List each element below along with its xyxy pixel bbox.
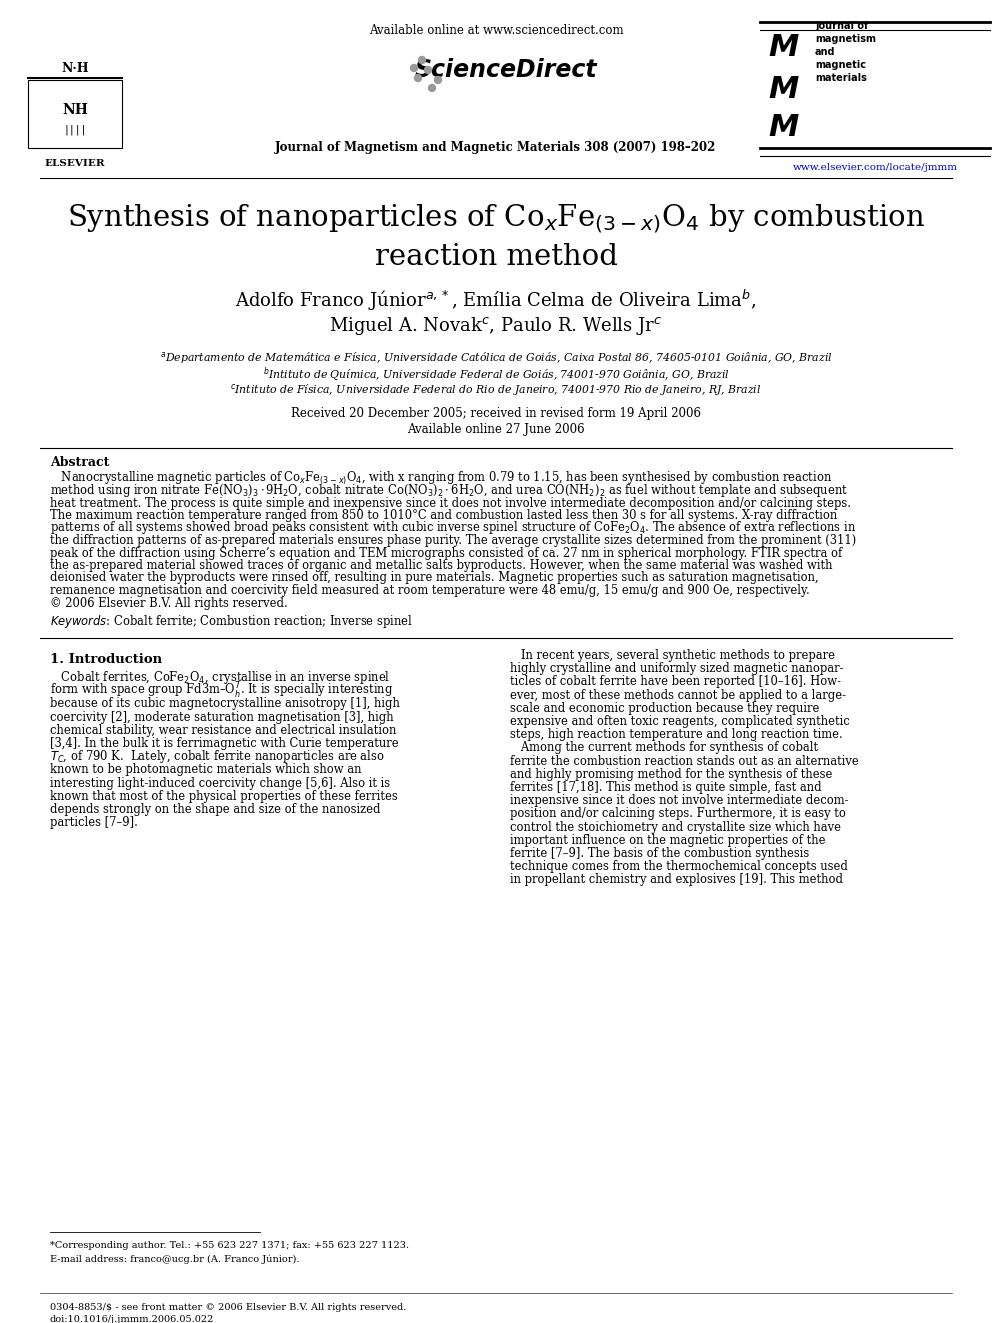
Text: because of its cubic magnetocrystalline anisotropy [1], high: because of its cubic magnetocrystalline … xyxy=(50,697,400,710)
Text: ferrite the combustion reaction stands out as an alternative: ferrite the combustion reaction stands o… xyxy=(510,754,859,767)
Text: inexpensive since it does not involve intermediate decom-: inexpensive since it does not involve in… xyxy=(510,794,848,807)
Text: N·H: N·H xyxy=(62,61,89,74)
Text: journal of
magnetism
and
magnetic
materials: journal of magnetism and magnetic materi… xyxy=(815,21,876,83)
Text: Journal of Magnetism and Magnetic Materials 308 (2007) 198–202: Journal of Magnetism and Magnetic Materi… xyxy=(276,142,716,155)
Circle shape xyxy=(434,77,441,83)
Text: known that most of the physical properties of these ferrites: known that most of the physical properti… xyxy=(50,790,398,803)
Text: ever, most of these methods cannot be applied to a large-: ever, most of these methods cannot be ap… xyxy=(510,688,846,701)
Text: www.elsevier.com/locate/jmmm: www.elsevier.com/locate/jmmm xyxy=(793,164,957,172)
Text: reaction method: reaction method xyxy=(375,243,617,271)
Circle shape xyxy=(419,57,426,64)
Text: patterns of all systems showed broad peaks consistent with cubic inverse spinel : patterns of all systems showed broad pea… xyxy=(50,520,856,537)
Text: highly crystalline and uniformly sized magnetic nanopar-: highly crystalline and uniformly sized m… xyxy=(510,663,843,675)
Text: and highly promising method for the synthesis of these: and highly promising method for the synt… xyxy=(510,767,832,781)
Text: M: M xyxy=(768,33,799,62)
Text: E-mail address: franco@ucg.br (A. Franco Júnior).: E-mail address: franco@ucg.br (A. Franco… xyxy=(50,1254,300,1263)
Bar xyxy=(28,79,122,148)
Text: $^c$Intituto de Física, Universidade Federal do Rio de Janeiro, 74001-970 Rio de: $^c$Intituto de Física, Universidade Fed… xyxy=(230,382,762,398)
Text: in propellant chemistry and explosives [19]. This method: in propellant chemistry and explosives [… xyxy=(510,873,843,886)
Text: scale and economic production because they require: scale and economic production because th… xyxy=(510,701,819,714)
Text: ||||: |||| xyxy=(63,124,86,135)
Text: Synthesis of nanoparticles of Co$_x$Fe$_{(3-x)}$O$_4$ by combustion: Synthesis of nanoparticles of Co$_x$Fe$_… xyxy=(66,201,926,234)
Text: NH: NH xyxy=(62,103,88,116)
Text: 1. Introduction: 1. Introduction xyxy=(50,654,162,665)
Text: $^a$Departamento de Matemática e Física, Universidade Católica de Goiás, Caixa P: $^a$Departamento de Matemática e Física,… xyxy=(160,351,832,365)
Text: $^b$Intituto de Química, Universidade Federal de Goiás, 74001-970 Goiânia, GO, B: $^b$Intituto de Química, Universidade Fe… xyxy=(263,365,729,382)
Text: known to be photomagnetic materials which show an: known to be photomagnetic materials whic… xyxy=(50,763,361,777)
Text: *Corresponding author. Tel.: +55 623 227 1371; fax: +55 623 227 1123.: *Corresponding author. Tel.: +55 623 227… xyxy=(50,1241,409,1250)
Text: 0304-8853/$ - see front matter © 2006 Elsevier B.V. All rights reserved.: 0304-8853/$ - see front matter © 2006 El… xyxy=(50,1303,407,1311)
Text: remanence magnetisation and coercivity field measured at room temperature were 4: remanence magnetisation and coercivity f… xyxy=(50,583,809,597)
Text: peak of the diffraction using Scherre’s equation and TEM micrographs consisted o: peak of the diffraction using Scherre’s … xyxy=(50,546,842,560)
Text: Received 20 December 2005; received in revised form 19 April 2006: Received 20 December 2005; received in r… xyxy=(291,407,701,421)
Text: ferrites [17,18]. This method is quite simple, fast and: ferrites [17,18]. This method is quite s… xyxy=(510,781,821,794)
Text: form with space group Fd3m–O$^7_h$. It is specially interesting: form with space group Fd3m–O$^7_h$. It i… xyxy=(50,680,394,701)
Text: M: M xyxy=(768,114,799,143)
Text: technique comes from the thermochemical concepts used: technique comes from the thermochemical … xyxy=(510,860,848,873)
Text: heat treatment. The process is quite simple and inexpensive since it does not in: heat treatment. The process is quite sim… xyxy=(50,496,851,509)
Text: Adolfo Franco Júnior$^{a,*}$, Emília Celma de Oliveira Lima$^b$,: Adolfo Franco Júnior$^{a,*}$, Emília Cel… xyxy=(235,287,757,312)
Text: steps, high reaction temperature and long reaction time.: steps, high reaction temperature and lon… xyxy=(510,728,843,741)
Text: deionised water the byproducts were rinsed off, resulting in pure materials. Mag: deionised water the byproducts were rins… xyxy=(50,572,818,585)
Text: ScienceDirect: ScienceDirect xyxy=(415,58,597,82)
Circle shape xyxy=(415,74,422,82)
Text: position and/or calcining steps. Furthermore, it is easy to: position and/or calcining steps. Further… xyxy=(510,807,846,820)
Text: particles [7–9].: particles [7–9]. xyxy=(50,816,138,830)
Circle shape xyxy=(425,66,432,74)
Text: control the stoichiometry and crystallite size which have: control the stoichiometry and crystallit… xyxy=(510,820,841,833)
Text: ferrite [7–9]. The basis of the combustion synthesis: ferrite [7–9]. The basis of the combusti… xyxy=(510,847,809,860)
Text: $\it{Keywords}$: Cobalt ferrite; Combustion reaction; Inverse spinel: $\it{Keywords}$: Cobalt ferrite; Combust… xyxy=(50,613,413,630)
Text: depends strongly on the shape and size of the nanosized: depends strongly on the shape and size o… xyxy=(50,803,381,816)
Text: ELSEVIER: ELSEVIER xyxy=(45,159,105,168)
Text: Miguel A. Novak$^c$, Paulo R. Wells Jr$^c$: Miguel A. Novak$^c$, Paulo R. Wells Jr$^… xyxy=(329,315,663,337)
Text: coercivity [2], moderate saturation magnetisation [3], high: coercivity [2], moderate saturation magn… xyxy=(50,710,394,724)
Text: important influence on the magnetic properties of the: important influence on the magnetic prop… xyxy=(510,833,825,847)
Text: $T_C$, of 790 K.  Lately, cobalt ferrite nanoparticles are also: $T_C$, of 790 K. Lately, cobalt ferrite … xyxy=(50,749,385,765)
Text: M: M xyxy=(768,75,799,105)
Text: ticles of cobalt ferrite have been reported [10–16]. How-: ticles of cobalt ferrite have been repor… xyxy=(510,676,841,688)
Circle shape xyxy=(429,85,435,91)
Circle shape xyxy=(411,65,418,71)
Text: chemical stability, wear resistance and electrical insulation: chemical stability, wear resistance and … xyxy=(50,724,397,737)
Text: Available online 27 June 2006: Available online 27 June 2006 xyxy=(407,423,585,437)
Text: method using iron nitrate Fe(NO$_3$)$_3\cdot$9H$_2$O, cobalt nitrate Co(NO$_3$)$: method using iron nitrate Fe(NO$_3$)$_3\… xyxy=(50,482,848,499)
Text: doi:10.1016/j.jmmm.2006.05.022: doi:10.1016/j.jmmm.2006.05.022 xyxy=(50,1315,214,1323)
Text: Abstract: Abstract xyxy=(50,455,109,468)
Text: the diffraction patterns of as-prepared materials ensures phase purity. The aver: the diffraction patterns of as-prepared … xyxy=(50,534,856,546)
Text: [3,4]. In the bulk it is ferrimagnetic with Curie temperature: [3,4]. In the bulk it is ferrimagnetic w… xyxy=(50,737,399,750)
Text: Cobalt ferrites, CoFe$_2$O$_4$, crystallise in an inverse spinel: Cobalt ferrites, CoFe$_2$O$_4$, crystall… xyxy=(50,669,390,687)
Text: The maximum reaction temperature ranged from 850 to 1010°C and combustion lasted: The maximum reaction temperature ranged … xyxy=(50,509,837,523)
Text: In recent years, several synthetic methods to prepare: In recent years, several synthetic metho… xyxy=(510,650,835,662)
Text: Among the current methods for synthesis of cobalt: Among the current methods for synthesis … xyxy=(510,741,818,754)
Text: Available online at www.sciencedirect.com: Available online at www.sciencedirect.co… xyxy=(369,24,623,37)
Text: expensive and often toxic reagents, complicated synthetic: expensive and often toxic reagents, comp… xyxy=(510,714,850,728)
Text: interesting light-induced coercivity change [5,6]. Also it is: interesting light-induced coercivity cha… xyxy=(50,777,390,790)
Text: Nanocrystalline magnetic particles of Co$_x$Fe$_{(3-x)}$O$_4$, with x ranging fr: Nanocrystalline magnetic particles of Co… xyxy=(50,470,832,487)
Text: the as-prepared material showed traces of organic and metallic salts byproducts.: the as-prepared material showed traces o… xyxy=(50,560,832,572)
Text: © 2006 Elsevier B.V. All rights reserved.: © 2006 Elsevier B.V. All rights reserved… xyxy=(50,597,288,610)
